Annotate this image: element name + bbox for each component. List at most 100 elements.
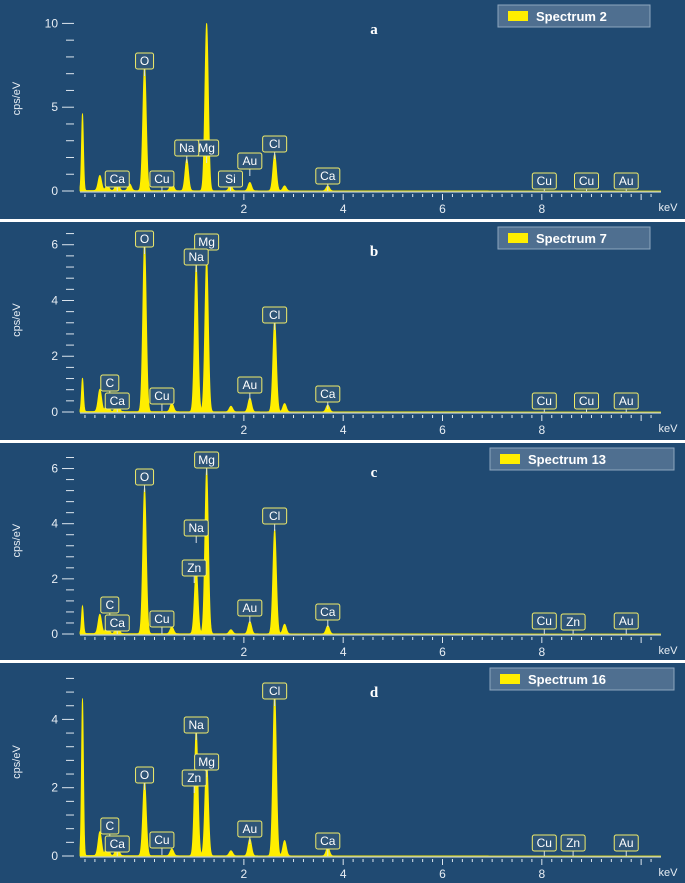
element-box xyxy=(149,387,175,405)
element-text: Au xyxy=(242,822,257,836)
element-text: Na xyxy=(189,250,205,264)
spectrum-panel-d: 2 4 6 8 keV 0 2 4 cps/eV d Spectrum 16 Cl Na Mg O Zn C Ca… xyxy=(0,663,685,883)
element-box xyxy=(181,769,207,787)
legend-label: Spectrum 2 xyxy=(536,9,607,24)
element-box xyxy=(104,170,130,188)
x-tick-label: 6 xyxy=(439,645,446,659)
x-tick-label: 6 xyxy=(439,423,446,437)
x-tick-label: 8 xyxy=(538,867,545,881)
element-text: Cu xyxy=(537,836,552,850)
spectrum-series xyxy=(79,241,662,413)
element-text: Au xyxy=(619,836,634,850)
element-text: Cl xyxy=(269,684,280,698)
legend-box xyxy=(489,667,675,691)
element-box xyxy=(315,603,341,621)
element-label-ca: Ca xyxy=(315,385,341,409)
element-label-cu: Cu xyxy=(149,831,175,855)
legend-box xyxy=(497,4,651,28)
element-box xyxy=(237,599,263,617)
element-label-cu: Cu xyxy=(149,610,175,634)
element-text: Na xyxy=(189,521,205,535)
legend: Spectrum 2 xyxy=(497,4,651,28)
element-text: Au xyxy=(619,614,634,628)
element-label-au: Au xyxy=(613,392,639,412)
element-label-ca: Ca xyxy=(315,167,341,191)
element-box xyxy=(100,817,120,835)
element-text: Ca xyxy=(110,394,126,408)
element-box xyxy=(613,834,639,852)
element-text: Mg xyxy=(198,453,215,467)
element-label-cu: Cu xyxy=(531,172,557,191)
element-text: Cu xyxy=(579,174,594,188)
element-box xyxy=(104,614,130,632)
element-text: Cu xyxy=(579,394,594,408)
element-text: Cl xyxy=(269,137,280,151)
element-label-au: Au xyxy=(237,820,263,844)
y-tick-label: 0 xyxy=(51,405,58,419)
y-axis-label: cps/eV xyxy=(11,745,23,779)
element-label-na: Na xyxy=(183,716,209,740)
element-box xyxy=(149,170,175,188)
element-text: Ca xyxy=(110,837,126,851)
element-label-au: Au xyxy=(613,834,639,856)
element-box xyxy=(531,392,557,410)
element-label-cu: Cu xyxy=(531,392,557,412)
x-tick-label: 4 xyxy=(340,867,347,881)
element-box xyxy=(262,135,288,153)
element-text: Ca xyxy=(320,169,336,183)
element-text: Zn xyxy=(187,561,201,575)
element-label-cu: Cu xyxy=(149,387,175,411)
element-label-cu: Cu xyxy=(149,170,175,191)
x-axis-label: keV xyxy=(659,867,679,879)
element-text: Cu xyxy=(154,833,169,847)
y-axis-label: cps/eV xyxy=(11,303,23,337)
element-label-au: Au xyxy=(237,152,263,176)
element-label-c: C xyxy=(100,817,120,841)
panel-letter: b xyxy=(370,244,378,260)
x-tick-label: 6 xyxy=(439,202,446,216)
y-tick-label: 2 xyxy=(51,781,58,795)
y-tick-label: 2 xyxy=(51,572,58,586)
element-text: Cu xyxy=(537,174,552,188)
element-box xyxy=(135,766,155,784)
element-label-zn: Zn xyxy=(560,834,586,856)
element-label-cu: Cu xyxy=(531,834,557,856)
legend-box xyxy=(497,226,651,250)
y-tick-label: 0 xyxy=(51,627,58,641)
legend-box xyxy=(489,447,675,471)
element-label-ca: Ca xyxy=(104,170,130,191)
x-tick-label: 8 xyxy=(538,202,545,216)
element-text: O xyxy=(140,232,149,246)
element-box xyxy=(531,172,557,190)
element-text: Si xyxy=(225,172,236,186)
element-box xyxy=(560,613,586,631)
element-box xyxy=(613,392,639,410)
legend-swatch xyxy=(500,674,520,684)
x-tick-label: 2 xyxy=(241,202,248,216)
element-box xyxy=(262,682,288,700)
element-box xyxy=(104,835,130,853)
element-label-o: O xyxy=(135,230,155,254)
element-box xyxy=(100,374,120,392)
element-label-mg: Mg xyxy=(194,451,220,475)
element-box xyxy=(262,306,288,324)
element-label-au: Au xyxy=(613,172,639,191)
y-axis-label: cps/eV xyxy=(11,81,23,115)
element-label-na: Na xyxy=(174,139,200,163)
element-text: Na xyxy=(179,141,195,155)
element-text: C xyxy=(105,598,114,612)
y-tick-label: 4 xyxy=(51,712,58,726)
element-text: Mg xyxy=(198,235,215,249)
element-label-cu: Cu xyxy=(574,172,600,191)
element-label-o: O xyxy=(135,766,155,790)
element-label-si: Si xyxy=(217,170,243,191)
element-box xyxy=(531,834,557,852)
element-label-au: Au xyxy=(237,376,263,400)
element-label-na: Na xyxy=(183,519,209,543)
legend-swatch xyxy=(508,11,528,21)
x-axis-label: keV xyxy=(659,423,679,435)
element-box xyxy=(315,385,341,403)
panel-letter: a xyxy=(370,22,378,38)
